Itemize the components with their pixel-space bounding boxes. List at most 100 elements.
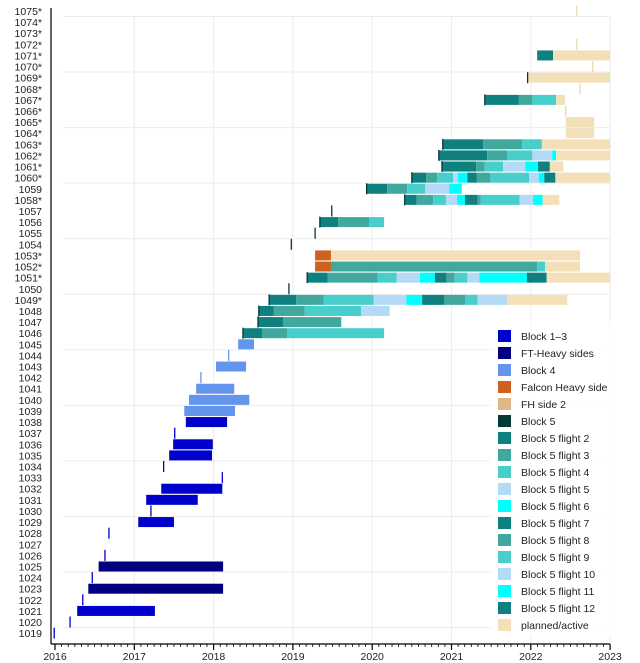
bar-segment-f3 [283, 317, 342, 328]
legend-swatch-f2 [498, 432, 511, 444]
x-tick-label: 2016 [43, 651, 67, 663]
y-tick-label: 1073* [15, 28, 42, 40]
booster-row [268, 294, 568, 306]
legend-item: Block 5 [498, 415, 556, 428]
y-tick-label: 1035 [19, 450, 43, 462]
bar-segment-planned [330, 250, 580, 261]
legend-item: Block 5 flight 7 [498, 517, 589, 530]
y-tick-label: 1021 [19, 606, 43, 618]
legend-item: Block 5 flight 9 [498, 551, 589, 564]
legend-label: FT-Heavy sides [521, 348, 594, 360]
bar-segment-f11 [533, 194, 543, 205]
booster-row [196, 383, 235, 394]
y-tick-label: 1072* [15, 39, 42, 51]
legend-swatch-f9 [498, 551, 511, 563]
bar-segment-f3 [338, 217, 370, 228]
bar-segment-f4 [484, 161, 504, 172]
bar-segment-f3 [518, 94, 533, 105]
bar-segment-f10 [477, 294, 508, 305]
y-tick-label: 1023 [19, 584, 43, 596]
bar-segment-f6 [449, 183, 462, 194]
legend-swatch-f4 [498, 466, 511, 478]
bar-segment-f4 [532, 94, 557, 105]
bar-segment-f3 [261, 328, 288, 339]
bar-segment-b13 [77, 605, 155, 616]
legend-item: Block 5 flight 8 [498, 534, 589, 547]
bar-segment-f4 [437, 172, 454, 183]
y-tick-label: 1046 [19, 328, 43, 340]
booster-row [315, 261, 580, 272]
y-tick-label: 1028 [19, 528, 43, 540]
y-tick-label: 1068* [15, 84, 42, 96]
legend-item: Block 5 flight 3 [498, 449, 589, 462]
y-tick-label: 1051* [15, 273, 42, 285]
y-tick-label: 1025 [19, 562, 43, 574]
bar-segment-f8 [444, 294, 465, 305]
bar-segment-fhs [315, 261, 331, 272]
y-tick-label: 1027 [19, 539, 43, 551]
y-tick-label: 1030 [19, 506, 43, 518]
bar-segment-b4 [196, 383, 235, 394]
y-tick-label: 1060* [15, 173, 42, 185]
legend-item: planned/active [498, 619, 589, 632]
bar-segment-f7 [467, 172, 477, 183]
booster-row [565, 128, 595, 139]
booster-row [238, 339, 255, 350]
bar-segment-f9 [490, 172, 530, 183]
y-tick-label: 1026 [19, 550, 43, 562]
bar-segment-f2 [404, 194, 417, 205]
bar-segment-f8 [477, 194, 481, 205]
y-tick-label: 1069* [15, 73, 42, 85]
y-tick-label: 1038 [19, 417, 43, 429]
booster-row [315, 250, 580, 261]
y-tick-label: 1041 [19, 384, 43, 396]
bar-segment-fth [88, 583, 224, 594]
bar-segment-f2 [242, 328, 262, 339]
booster-row [242, 327, 385, 339]
legend-label: Block 5 flight 2 [521, 433, 589, 445]
bar-segment-f5 [445, 194, 458, 205]
legend-swatch-f7 [498, 517, 511, 529]
bar-segment-f10 [529, 172, 539, 183]
booster-row [365, 183, 462, 195]
bar-segment-f3 [387, 183, 408, 194]
bar-segment-f5 [425, 183, 450, 194]
bar-segment-f4 [407, 183, 426, 194]
booster-row [161, 483, 223, 494]
booster-row [257, 316, 342, 328]
bar-segment-f2 [411, 172, 427, 183]
bars-layer [53, 5, 611, 639]
bar-segment-f3 [487, 150, 508, 161]
y-tick-label: 1053* [15, 250, 42, 262]
booster-row [88, 583, 224, 594]
booster-row [537, 50, 611, 61]
y-tick-label: 1066* [15, 106, 42, 118]
legend-swatch-planned [498, 619, 511, 631]
y-tick-label: 1067* [15, 95, 42, 107]
bar-segment-f10 [519, 194, 534, 205]
booster-row [441, 161, 564, 173]
bar-segment-f10 [467, 272, 480, 283]
legend-label: Block 5 flight 3 [521, 450, 589, 462]
legend-label: Block 5 flight 12 [521, 603, 595, 615]
bar-segment-b4 [189, 394, 250, 405]
bar-segment-f4 [304, 305, 362, 316]
booster-row [185, 417, 228, 428]
bar-segment-f6 [457, 172, 468, 183]
bar-segment-f2 [319, 217, 339, 228]
bar-segment-f2 [269, 294, 297, 305]
bar-segment-planned [555, 172, 611, 183]
bar-segment-b4 [238, 339, 255, 350]
y-tick-label: 1037 [19, 428, 43, 440]
y-tick-label: 1040 [19, 395, 43, 407]
bar-segment-f9 [464, 294, 478, 305]
legend-label: Block 5 flight 5 [521, 484, 589, 496]
y-tick-label: 1058* [15, 195, 42, 207]
legend-item: Block 5 flight 2 [498, 432, 589, 445]
bar-segment-b13 [161, 483, 223, 494]
y-tick-label: 1062* [15, 150, 42, 162]
y-tick-label: 1036 [19, 439, 43, 451]
y-tick-label: 1074* [15, 17, 42, 29]
booster-row [526, 72, 611, 84]
